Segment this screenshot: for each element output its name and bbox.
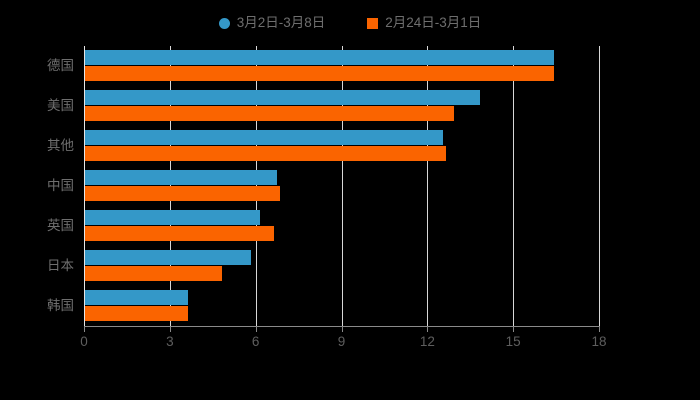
y-axis-label: 美国: [47, 98, 74, 113]
x-axis-tick: [84, 327, 85, 332]
gridline: [341, 46, 343, 326]
gridline: [427, 46, 429, 326]
bar-row: [85, 126, 600, 166]
circle-marker-icon: [218, 17, 230, 29]
legend-label-series-b: 2月24日-3月1日: [385, 15, 482, 30]
bar-series-a[interactable]: [85, 290, 188, 305]
bar-series-b[interactable]: [85, 306, 188, 321]
bar-series-a[interactable]: [85, 210, 260, 225]
y-axis-label: 其他: [47, 138, 74, 153]
gridline: [599, 46, 600, 326]
bar-row: [85, 86, 600, 126]
x-axis-tick-label: 18: [591, 334, 607, 349]
plot-area: [84, 46, 600, 326]
bar-series-a[interactable]: [85, 250, 251, 265]
y-axis-label: 日本: [47, 258, 74, 273]
x-axis-tick-label: 6: [251, 334, 260, 349]
bar-series-a[interactable]: [85, 130, 443, 145]
x-axis-tick: [427, 327, 429, 332]
x-axis-tick-label: 12: [419, 334, 435, 349]
bar-row: [85, 166, 600, 206]
bar-series-b[interactable]: [85, 266, 223, 281]
bar-series-b[interactable]: [85, 186, 280, 201]
legend-label-series-a: 3月2日-3月8日: [236, 15, 326, 30]
x-axis-tick: [255, 327, 257, 332]
x-axis-tick: [599, 327, 600, 332]
bar-series-b[interactable]: [85, 106, 455, 121]
x-axis-tick-label: 0: [80, 334, 88, 349]
bar-series-b[interactable]: [85, 66, 555, 81]
bar-row: [85, 246, 600, 286]
y-axis-label: 中国: [47, 178, 74, 193]
x-axis-tick: [341, 327, 343, 332]
bar-series-a[interactable]: [85, 90, 480, 105]
bar-row: [85, 46, 600, 86]
square-marker-icon: [367, 17, 379, 29]
x-axis-tick: [513, 327, 515, 332]
x-axis-line: [84, 326, 600, 327]
legend-item-series-b[interactable]: 2月24日-3月1日: [367, 12, 481, 34]
x-axis-tick-label: 3: [166, 334, 174, 349]
x-axis-tick: [169, 327, 171, 332]
y-axis-label: 英国: [47, 218, 74, 233]
x-axis-tick-label: 9: [337, 334, 346, 349]
bar-row: [85, 286, 600, 326]
bar-series-b[interactable]: [85, 146, 446, 161]
chart-legend: 3月2日-3月8日 2月24日-3月1日: [0, 8, 700, 38]
gridline: [513, 46, 515, 326]
bar-series-a[interactable]: [85, 50, 555, 65]
bar-row: [85, 206, 600, 246]
legend-item-series-a[interactable]: 3月2日-3月8日: [218, 12, 326, 34]
y-axis-line: [84, 46, 85, 326]
x-axis-tick-label: 15: [505, 334, 521, 349]
bar-series-a[interactable]: [85, 170, 277, 185]
y-axis-label: 德国: [47, 58, 74, 73]
y-axis-label: 韩国: [47, 298, 74, 313]
bar-series-b[interactable]: [85, 226, 274, 241]
